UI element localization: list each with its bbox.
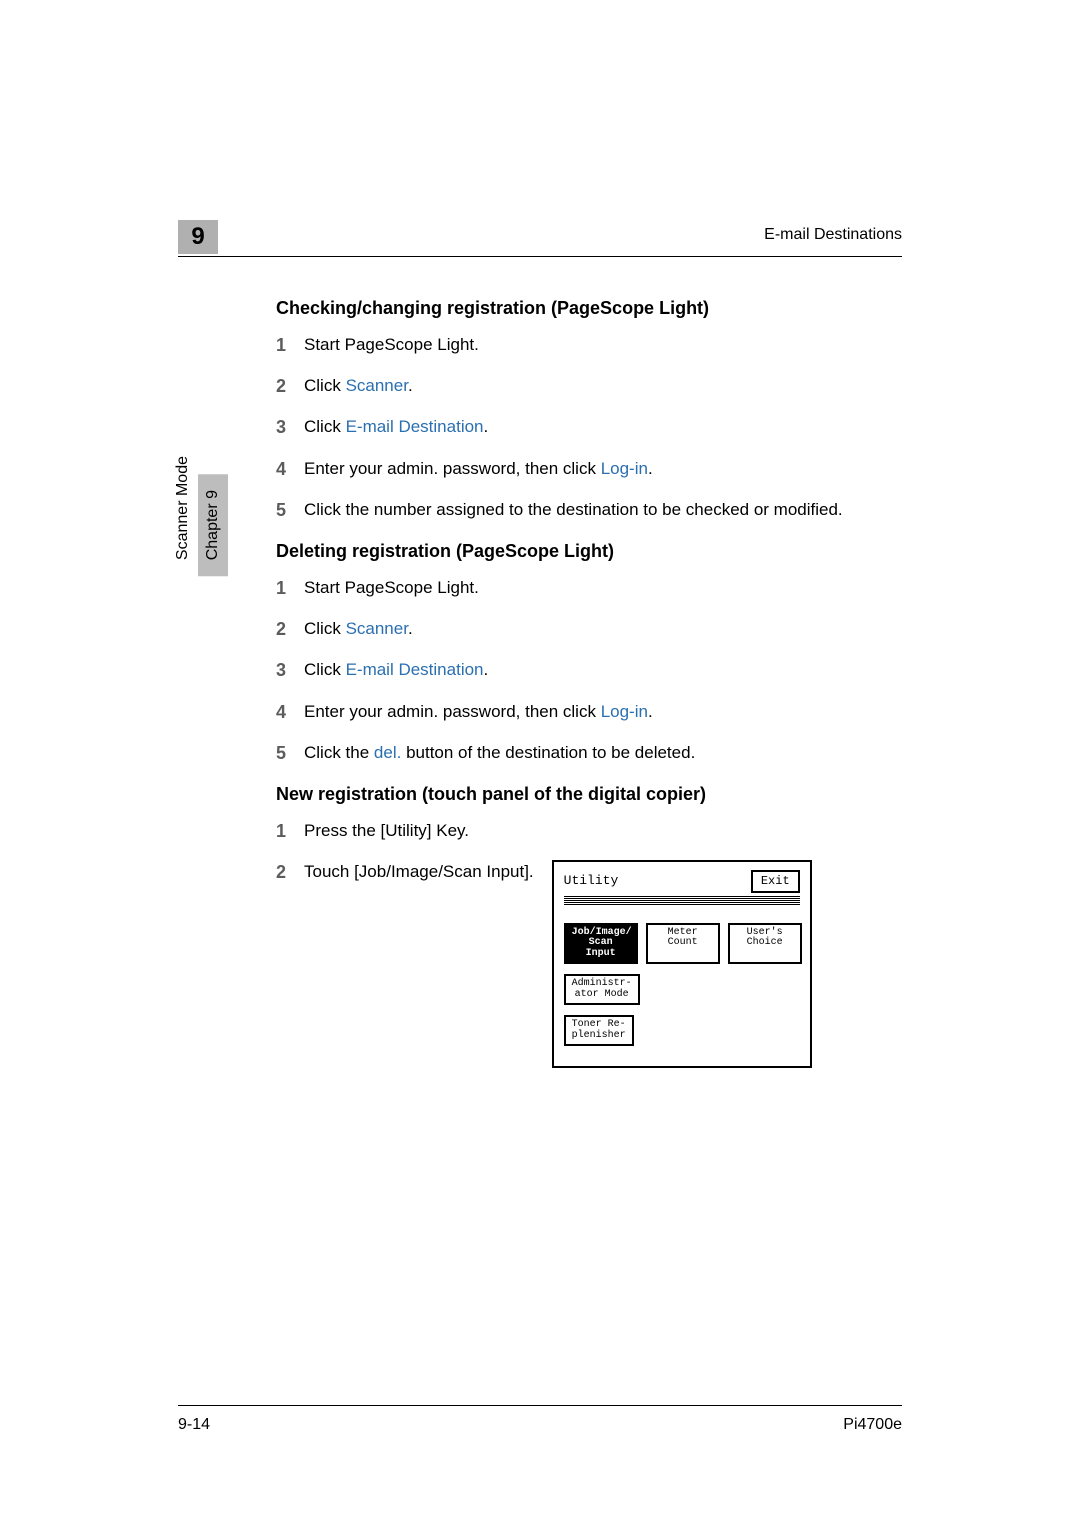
panel-row: Job/Image/Scan InputMeterCountUser'sChoi… [564,923,800,965]
step-item: 1Start PageScope Light. [276,333,902,358]
step-item: 5Click the del. button of the destinatio… [276,741,902,766]
text: . [408,376,413,395]
step-text: Click the number assigned to the destina… [304,498,902,522]
panel-row: Administr-ator Mode [564,974,800,1005]
step-item: 4Enter your admin. password, then click … [276,700,902,725]
text: . [648,459,653,478]
content: Checking/changing registration (PageScop… [276,280,902,1084]
text: . [484,660,489,679]
step-number: 2 [276,617,304,642]
header-rule [178,256,902,257]
step-text: Click the del. button of the destination… [304,741,902,765]
link-text: Scanner [346,619,408,638]
footer-rule [178,1405,902,1406]
step-text: Start PageScope Light. [304,333,902,357]
footer-page-number: 9-14 [178,1416,210,1434]
panel-button[interactable]: Administr-ator Mode [564,974,640,1005]
panel-button[interactable]: Job/Image/Scan Input [564,923,638,965]
section-heading: New registration (touch panel of the dig… [276,784,902,805]
panel-button[interactable]: MeterCount [646,923,720,965]
step-text: Start PageScope Light. [304,576,902,600]
step-item: 2Click Scanner. [276,374,902,399]
text: Click [304,417,346,436]
text: Click [304,619,346,638]
step-item: 3Click E-mail Destination. [276,415,902,440]
text: . [408,619,413,638]
text: Click the number assigned to the destina… [304,500,843,519]
step-text: Click Scanner. [304,617,902,641]
step-number: 2 [276,860,304,885]
side-tab-scanner-mode: Scanner Mode [168,440,198,576]
step-list: 1Press the [Utility] Key. 2Touch [Job/Ima… [276,819,902,1068]
panel-divider [564,895,800,905]
step-text: Enter your admin. password, then click L… [304,457,902,481]
utility-panel: Utility Exit Job/Image/Scan InputMeterCoun… [552,860,812,1068]
step-number: 1 [276,333,304,358]
step-number: 1 [276,576,304,601]
step-item: 2Click Scanner. [276,617,902,642]
text: . [484,417,489,436]
chapter-number: 9 [191,223,204,251]
step-text: Touch [Job/Image/Scan Input]. [304,862,534,881]
panel-header: Utility Exit [564,870,800,893]
panel-title: Utility [564,872,619,890]
step-number: 1 [276,819,304,844]
footer-doc-id: Pi4700e [843,1416,902,1434]
section-heading: Deleting registration (PageScope Light) [276,541,902,562]
step-item: 1Press the [Utility] Key. [276,819,902,844]
step-number: 2 [276,374,304,399]
link-text: Log-in [601,702,648,721]
step-text: Click E-mail Destination. [304,658,902,682]
link-text: del. [374,743,401,762]
step-item: 5Click the number assigned to the destin… [276,498,902,523]
step-list: 1Start PageScope Light.2Click Scanner.3C… [276,576,902,766]
step-with-figure: Touch [Job/Image/Scan Input]. Utility Exit… [304,860,812,1068]
link-text: Log-in [601,459,648,478]
link-text: E-mail Destination [346,660,484,679]
running-title: E-mail Destinations [764,226,902,244]
text: Click [304,660,346,679]
step-number: 5 [276,741,304,766]
side-tabs: Scanner Mode Chapter 9 [168,440,228,576]
step-item: 1Start PageScope Light. [276,576,902,601]
text: Touch [Job/Image/Scan Input]. [304,862,534,881]
step-text: Press the [Utility] Key. [304,819,902,843]
step-item: 3Click E-mail Destination. [276,658,902,683]
step-text: Click E-mail Destination. [304,415,902,439]
text: Click the [304,743,374,762]
text: . [648,702,653,721]
step-list: 1Start PageScope Light.2Click Scanner.3C… [276,333,902,523]
section-heading: Checking/changing registration (PageScop… [276,298,902,319]
text: button of the destination to be deleted. [401,743,695,762]
text: Click [304,376,346,395]
link-text: Scanner [346,376,408,395]
step-item: 2Touch [Job/Image/Scan Input]. Utility Exi… [276,860,902,1068]
step-number: 3 [276,658,304,683]
text: Enter your admin. password, then click [304,702,601,721]
panel-button[interactable]: Toner Re-plenisher [564,1015,634,1046]
text: Press the [Utility] Key. [304,821,469,840]
chapter-badge: 9 [178,220,218,254]
step-item: 4Enter your admin. password, then click … [276,457,902,482]
step-number: 3 [276,415,304,440]
panel-button[interactable]: User'sChoice [728,923,802,965]
text: Enter your admin. password, then click [304,459,601,478]
step-text: Enter your admin. password, then click L… [304,700,902,724]
side-tab-chapter: Chapter 9 [198,474,228,576]
step-number: 4 [276,457,304,482]
exit-button[interactable]: Exit [751,870,800,893]
page: 9 E-mail Destinations Scanner Mode Chapt… [0,0,1080,1528]
step-text: Click Scanner. [304,374,902,398]
text: Start PageScope Light. [304,578,479,597]
panel-row: Toner Re-plenisher [564,1015,800,1046]
link-text: E-mail Destination [346,417,484,436]
step-number: 4 [276,700,304,725]
text: Start PageScope Light. [304,335,479,354]
step-number: 5 [276,498,304,523]
